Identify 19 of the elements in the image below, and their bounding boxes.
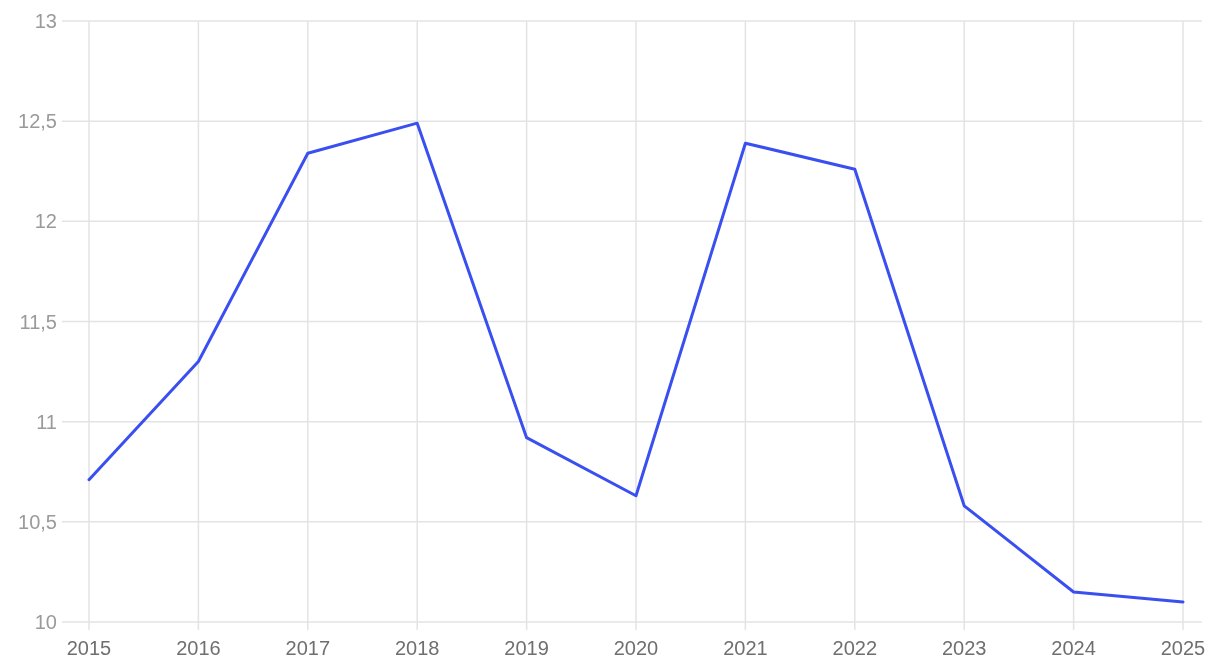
- x-tick-label: 2018: [394, 637, 440, 659]
- y-tick-label: 11,5: [19, 310, 57, 333]
- y-tick-label: 12,5: [18, 110, 57, 133]
- x-tick-label: 2017: [285, 637, 331, 659]
- x-tick-label: 2023: [941, 637, 987, 659]
- y-tick-label: 11: [36, 410, 57, 433]
- y-tick-label: 12: [34, 210, 57, 233]
- y-tick-label: 10,5: [18, 510, 57, 533]
- x-tick-label: 2025: [1160, 637, 1206, 659]
- x-tick-label: 2015: [66, 637, 112, 659]
- line-series: [87, 121, 1185, 604]
- x-tick-label: 2021: [723, 637, 768, 659]
- x-tick-label: 2020: [613, 637, 659, 659]
- x-tick-label: 2024: [1051, 637, 1096, 659]
- y-tick-label: 13: [34, 10, 57, 32]
- x-tick-label: 2022: [832, 637, 878, 659]
- x-tick-label: 2016: [176, 637, 221, 659]
- x-tick-label: 2019: [504, 637, 549, 659]
- y-tick-label: 10: [34, 611, 57, 633]
